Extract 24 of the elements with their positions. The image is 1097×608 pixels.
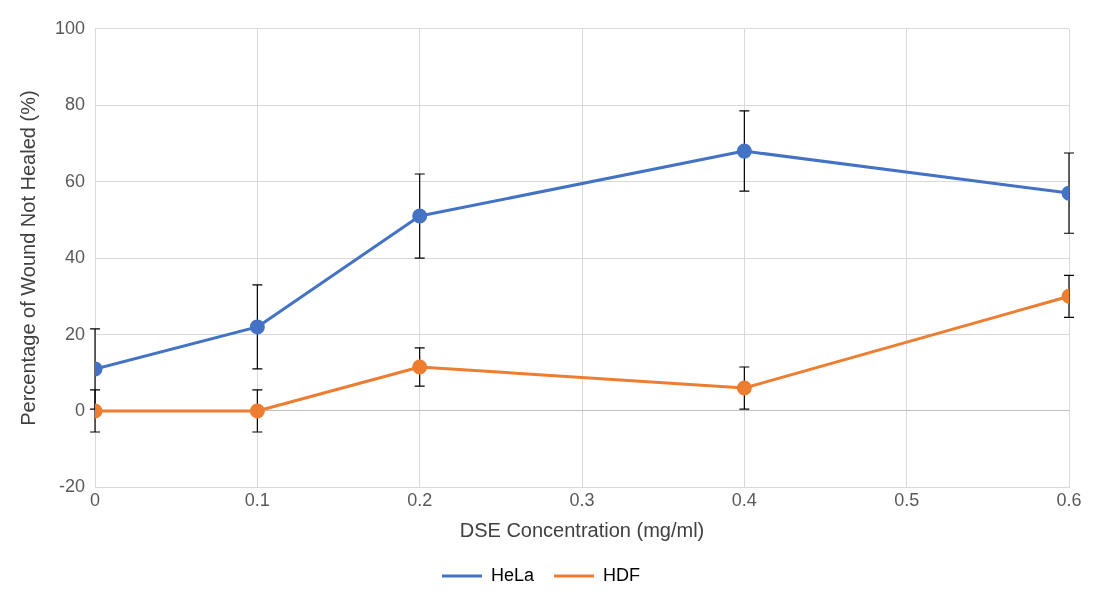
point [249, 403, 265, 419]
y-tick-label: 100 [54, 17, 86, 38]
y-tick-label: 20 [65, 323, 86, 344]
x-tick-label: 0.5 [894, 490, 920, 511]
legend-label: HDF [603, 564, 641, 585]
x-tick-label: 0.4 [731, 490, 757, 511]
y-axis-title: Percentage of Wound Not Healed (%) [16, 90, 39, 426]
point [736, 380, 752, 396]
y-tick-label: -20 [59, 476, 86, 497]
x-axis-title: DSE Concentration (mg/ml) [459, 518, 705, 541]
x-tick-label: 0.6 [1056, 490, 1082, 511]
y-tick-label: 60 [65, 170, 86, 191]
legend-label: HeLa [490, 564, 536, 585]
y-tick-label: 0 [75, 399, 86, 420]
x-tick-label: 0.3 [569, 490, 595, 511]
point [412, 208, 428, 224]
point [412, 359, 428, 375]
x-tick-label: 0.1 [244, 490, 270, 511]
x-tick-label: 0.2 [407, 490, 433, 511]
y-tick-label: 80 [65, 94, 86, 115]
point [249, 319, 265, 335]
point [736, 143, 752, 159]
y-tick-label: 40 [65, 247, 86, 268]
x-tick-label: 0 [90, 490, 101, 511]
